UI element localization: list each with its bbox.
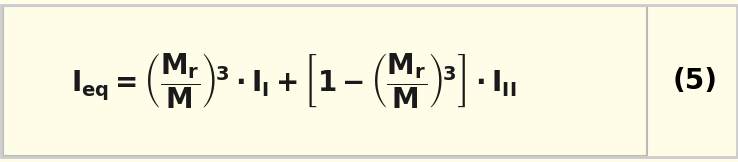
Text: $\mathbf{I_{eq} = \left(\dfrac{M_r}{M}\right)^{\!3}\cdot I_I + \left[1 - \left(\: $\mathbf{I_{eq} = \left(\dfrac{M_r}{M}\r… — [71, 51, 517, 111]
FancyBboxPatch shape — [3, 6, 646, 156]
Text: (5): (5) — [673, 67, 718, 95]
